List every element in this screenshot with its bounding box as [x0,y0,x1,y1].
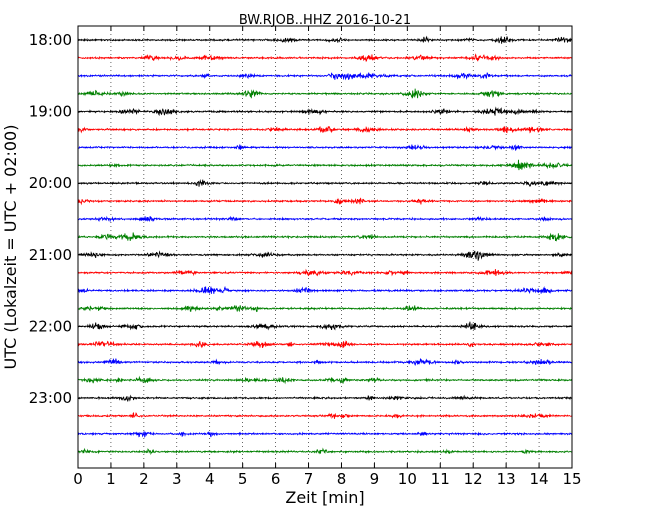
x-tick-label: 5 [238,470,248,488]
y-tick-label: 20:00 [29,174,72,192]
trace-2245 [77,375,573,385]
x-axis-label: Zeit [min] [285,488,364,507]
x-tick-label: 10 [398,470,417,488]
trace-2115 [77,268,573,277]
trace-1945 [77,159,573,171]
y-tick-label: 21:00 [29,246,72,264]
x-tick-label: 0 [73,470,83,488]
trace-1915 [77,125,573,134]
x-tick-label: 1 [106,470,116,488]
x-tick-label: 2 [139,470,149,488]
trace-2145 [77,304,573,313]
trace-1815 [77,53,573,63]
x-tick-label: 12 [464,470,483,488]
trace-1900 [77,106,573,117]
vertical-grid [110,26,540,468]
trace-2200 [77,321,573,331]
x-tick-label: 11 [431,470,450,488]
trace-2000 [77,178,573,187]
y-tick-label: 18:00 [29,31,72,49]
trace-2230 [77,358,573,367]
trace-2130 [77,285,573,295]
trace-2045 [77,232,573,242]
y-axis-label: UTC (Lokalzeit = UTC + 02:00) [1,125,20,370]
plot-frame [77,25,573,469]
x-tick-label: 15 [562,470,581,488]
x-tick-label: 6 [271,470,281,488]
x-axis: 0 1 2 3 4 5 6 7 8 9 10 11 12 13 14 15 [73,26,582,488]
trace-2015 [77,197,573,206]
x-tick-label: 3 [172,470,182,488]
y-tick-label: 23:00 [29,389,72,407]
x-tick-label: 8 [337,470,347,488]
y-axis: 18:00 19:00 20:00 21:00 22:00 23:00 [29,31,572,407]
x-tick-label: 14 [530,470,549,488]
x-tick-label: 9 [370,470,380,488]
x-tick-label: 4 [205,470,215,488]
trace-1845 [77,88,573,99]
trace-2100 [77,250,573,261]
y-tick-label: 19:00 [29,103,72,121]
trace-2300 [77,394,573,403]
trace-2215 [77,340,573,349]
trace-group [77,35,573,456]
trace-2345 [77,447,573,456]
x-tick-label: 13 [497,470,516,488]
y-tick-label: 22:00 [29,317,72,335]
trace-1930 [77,144,573,151]
trace-1830 [77,72,573,81]
trace-2315 [77,411,573,420]
x-tick-label: 7 [304,470,314,488]
chart-title: BW.RJOB..HHZ 2016-10-21 [239,13,411,28]
trace-2330 [77,431,573,438]
trace-2030 [77,215,573,223]
trace-1800 [77,35,573,44]
